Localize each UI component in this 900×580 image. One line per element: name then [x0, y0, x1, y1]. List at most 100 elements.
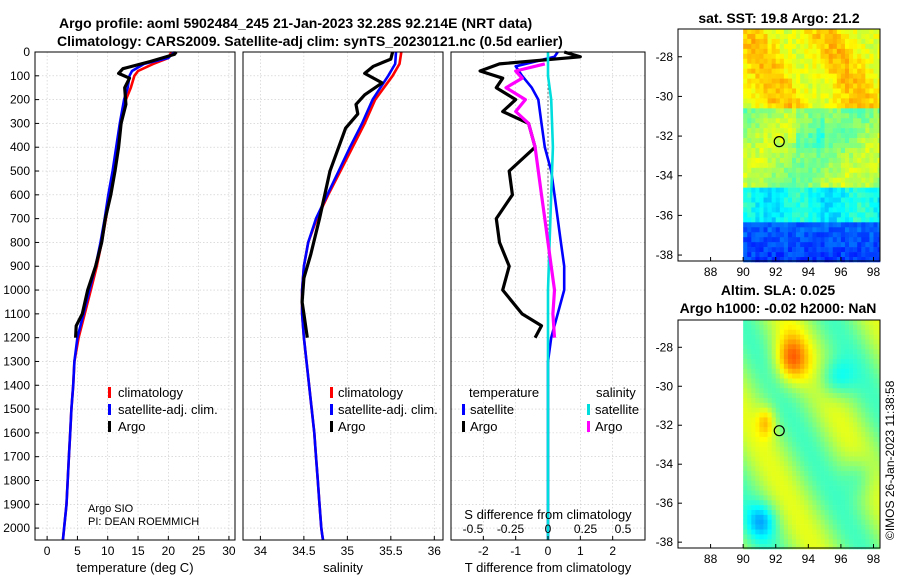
map-cell: [812, 33, 817, 40]
map-cell: [804, 108, 809, 114]
map-cell: [820, 334, 825, 340]
map-cell: [840, 422, 846, 428]
map-cell: [792, 456, 797, 462]
map-cell: [779, 412, 785, 418]
map-cell: [840, 33, 846, 40]
map-cell: [808, 480, 813, 486]
map-cell: [865, 138, 870, 144]
map-cell: [869, 217, 874, 223]
salinity-axes-box: [242, 51, 444, 541]
map-cell: [779, 383, 785, 389]
map-cell: [743, 490, 748, 496]
map-cell: [857, 83, 862, 89]
map-cell: [751, 147, 756, 154]
map-cell: [800, 227, 805, 233]
map-cell: [816, 68, 821, 74]
map-cell: [824, 232, 829, 238]
map-cell: [775, 78, 781, 84]
map-cell: [751, 344, 756, 350]
map-cell: [775, 152, 781, 159]
map-cell: [771, 33, 777, 40]
map-cell: [763, 58, 768, 64]
map-cell: [787, 393, 793, 399]
map-cell: [747, 217, 752, 223]
map-cell: [743, 397, 748, 404]
map-cell: [759, 417, 764, 423]
map-cell: [743, 202, 748, 208]
map-cell: [865, 495, 870, 501]
map-cell: [751, 358, 756, 365]
map-cell: [771, 162, 777, 169]
map-cell: [804, 383, 809, 389]
map-cell: [755, 93, 760, 99]
map-cell: [759, 354, 764, 360]
map-cell: [751, 412, 756, 418]
map-cell: [869, 38, 874, 45]
map-cell: [820, 544, 825, 550]
map-cell: [763, 242, 768, 248]
map-cell: [804, 38, 809, 45]
map-cell: [771, 98, 777, 104]
map-cell: [771, 108, 777, 114]
map-cell: [755, 38, 760, 45]
map-cell: [812, 237, 817, 243]
map-cell: [751, 490, 756, 496]
map-cell: [767, 217, 772, 223]
map-cell: [775, 397, 781, 404]
map-cell: [877, 128, 881, 134]
map-cell: [800, 73, 805, 79]
map-cell: [804, 118, 809, 124]
map-cell: [767, 329, 772, 335]
map-cell: [747, 138, 752, 144]
map-cell: [873, 451, 878, 457]
map-cell: [869, 202, 874, 208]
map-cell: [751, 172, 756, 179]
map-cell: [857, 451, 862, 457]
map-cell: [775, 73, 781, 79]
map-cell: [865, 529, 870, 535]
map-cell: [743, 242, 748, 248]
map-cell: [747, 354, 752, 360]
map-cell: [779, 247, 785, 253]
map-cell: [877, 157, 881, 164]
map-cell: [751, 128, 756, 134]
map-cell: [779, 485, 785, 491]
map-cell: [857, 182, 862, 188]
map-cell: [869, 432, 874, 438]
map-cell: [763, 339, 768, 345]
map-cell: [800, 354, 805, 360]
map-cell: [836, 103, 842, 109]
map-cell: [759, 197, 764, 203]
map-cell: [775, 147, 781, 154]
map-cell: [804, 407, 809, 413]
map-cell: [844, 68, 850, 74]
map-cell: [844, 123, 850, 129]
map-cell: [787, 192, 793, 198]
map-cell: [808, 172, 813, 179]
map-cell: [861, 138, 866, 144]
map-cell: [857, 500, 862, 506]
map-cell: [775, 519, 781, 525]
map-cell: [767, 88, 772, 94]
map-cell: [787, 475, 793, 482]
map-cell: [763, 38, 768, 45]
map-cell: [779, 339, 785, 345]
map-cell: [853, 475, 858, 482]
map-cell: [755, 514, 760, 521]
lon-tick-label: 98: [867, 265, 881, 279]
map-cell: [775, 427, 781, 433]
map-cell: [865, 358, 870, 365]
map-cell: [873, 73, 878, 79]
map-cell: [796, 162, 801, 169]
map-cell: [824, 138, 829, 144]
map-cell: [751, 202, 756, 208]
map-cell: [877, 397, 881, 404]
map-cell: [832, 162, 838, 169]
map-cell: [743, 252, 748, 258]
map-cell: [816, 339, 821, 345]
map-cell: [747, 320, 752, 326]
map-cell: [755, 237, 760, 243]
map-cell: [755, 88, 760, 94]
map-cell: [767, 451, 772, 457]
map-cell: [771, 432, 777, 438]
